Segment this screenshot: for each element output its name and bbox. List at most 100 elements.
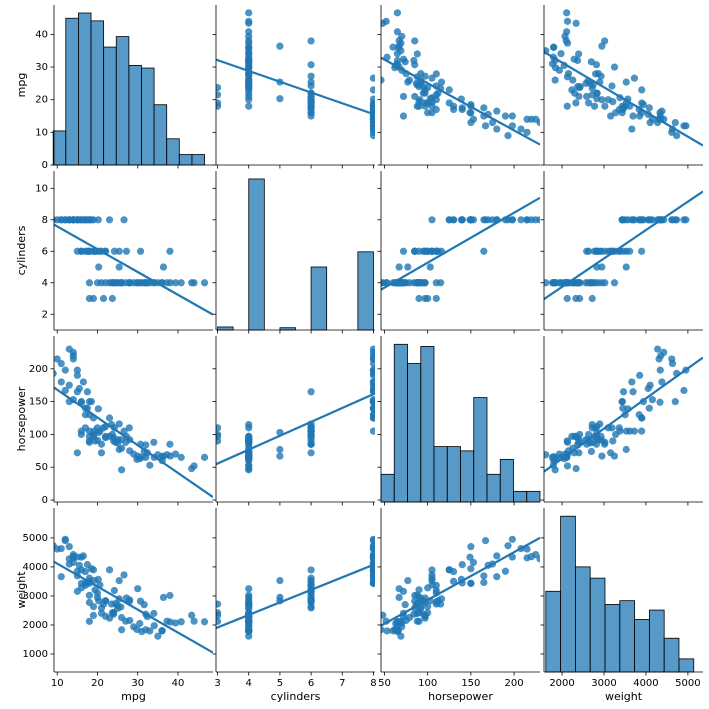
scatter-point bbox=[594, 279, 602, 287]
scatter-point bbox=[381, 279, 387, 287]
scatter-point bbox=[85, 294, 94, 303]
hist-bar bbox=[153, 104, 168, 166]
scatter-point bbox=[200, 279, 209, 287]
scatter-point bbox=[393, 9, 402, 17]
scatter-point bbox=[629, 112, 637, 120]
scatter-point bbox=[307, 566, 315, 574]
scatter-point bbox=[428, 247, 436, 255]
scatter-point bbox=[467, 216, 475, 224]
x-tick-label: 3 bbox=[214, 678, 220, 689]
scatter-point bbox=[563, 294, 571, 303]
scatter-point bbox=[398, 619, 406, 627]
scatter-point bbox=[115, 263, 123, 271]
scatter-point bbox=[445, 99, 453, 107]
scatter-point bbox=[369, 427, 375, 435]
scatter-point bbox=[389, 43, 397, 51]
y-tick-label: 2 bbox=[42, 309, 48, 320]
scatter-point bbox=[563, 17, 572, 25]
scatter-point bbox=[424, 84, 432, 92]
scatter-point bbox=[572, 464, 580, 473]
scatter-point bbox=[563, 437, 571, 445]
panel bbox=[540, 336, 703, 506]
regression-line bbox=[381, 536, 540, 627]
scatter-point bbox=[307, 78, 315, 86]
scatter-point bbox=[117, 603, 125, 611]
scatter-point bbox=[449, 105, 458, 114]
scatter-point bbox=[544, 279, 550, 287]
scatter-point bbox=[587, 58, 596, 66]
scatter-point bbox=[404, 78, 412, 86]
panel: 50 100 150 200 horsepower bbox=[377, 508, 540, 703]
regression-line bbox=[381, 196, 540, 291]
scatter-point bbox=[120, 216, 128, 224]
scatter-point bbox=[136, 455, 144, 463]
scatter-point bbox=[188, 464, 196, 473]
scatter-point bbox=[572, 19, 580, 27]
scatter-point bbox=[458, 561, 466, 569]
scatter-point bbox=[467, 543, 475, 551]
scatter-point bbox=[188, 279, 196, 287]
scatter-point bbox=[61, 537, 69, 545]
hist-bar bbox=[678, 658, 695, 673]
scatter-point bbox=[108, 294, 116, 303]
x-tick-label: 3000 bbox=[591, 678, 616, 689]
points bbox=[544, 9, 690, 140]
x-tick-label: 5 bbox=[277, 678, 283, 689]
scatter-point bbox=[276, 42, 284, 50]
regression-line bbox=[381, 56, 540, 146]
scatter-point bbox=[523, 216, 531, 224]
scatter-point bbox=[575, 92, 583, 101]
scatter-point bbox=[307, 61, 315, 69]
hist-bar bbox=[128, 65, 142, 166]
scatter-point bbox=[159, 452, 168, 460]
scatter-point bbox=[398, 32, 406, 40]
hist-bar bbox=[499, 458, 514, 503]
scatter-point bbox=[101, 432, 110, 440]
scatter-point bbox=[563, 102, 571, 110]
hist-bar bbox=[90, 20, 105, 166]
scatter-point bbox=[598, 263, 606, 271]
hist-bar bbox=[103, 46, 117, 166]
scatter-point bbox=[481, 216, 490, 224]
regression-line bbox=[54, 223, 213, 316]
scatter-point bbox=[383, 627, 391, 635]
hist-bar bbox=[141, 67, 155, 166]
scatter-point bbox=[77, 427, 85, 435]
scatter-point bbox=[575, 50, 583, 58]
scatter-point bbox=[619, 388, 628, 396]
scatter-point bbox=[142, 279, 150, 287]
scatter-point bbox=[276, 576, 284, 585]
regression-line bbox=[544, 51, 703, 147]
scatter-point bbox=[645, 404, 653, 412]
y-tick-label: 4000 bbox=[23, 562, 48, 573]
scatter-point bbox=[307, 597, 315, 605]
hist-bar bbox=[380, 473, 395, 503]
scatter-point bbox=[601, 247, 609, 255]
scatter-point bbox=[594, 69, 602, 78]
points bbox=[216, 345, 375, 474]
x-tick-label: 150 bbox=[461, 678, 480, 689]
scatter-point bbox=[369, 132, 375, 140]
scatter-point bbox=[65, 345, 73, 353]
scatter-point bbox=[432, 294, 440, 303]
points bbox=[544, 216, 690, 303]
scatter-point bbox=[658, 378, 666, 386]
scatter-point bbox=[150, 622, 158, 630]
scatter-point bbox=[480, 578, 488, 587]
scatter-point bbox=[133, 625, 141, 634]
scatter-point bbox=[428, 109, 436, 117]
y-tick-label: 3000 bbox=[23, 591, 48, 602]
scatter-point bbox=[480, 572, 488, 580]
x-axis-label: horsepower bbox=[428, 690, 493, 703]
scatter-point bbox=[108, 609, 116, 617]
scatter-point bbox=[85, 437, 94, 445]
scatter-point bbox=[523, 545, 531, 553]
scatter-point bbox=[680, 386, 688, 395]
panel bbox=[540, 171, 703, 334]
scatter-point bbox=[85, 279, 94, 287]
scatter-point bbox=[158, 627, 166, 635]
scatter-point bbox=[245, 632, 253, 640]
scatter-point bbox=[245, 464, 253, 473]
scatter-point bbox=[94, 405, 102, 413]
